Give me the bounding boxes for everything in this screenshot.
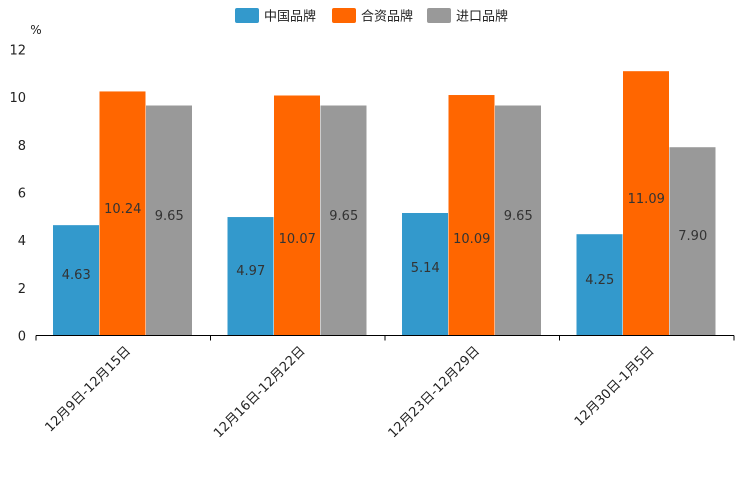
data-label-4-2: 11.09 (628, 192, 665, 207)
x-tick-label: 12月23日-12月29日 (386, 344, 483, 441)
legend-swatch-3 (427, 8, 451, 23)
data-labels: 4.63 10.24 9.65 4.97 10.07 9.65 5.14 10.09 9.65 4… (62, 192, 707, 288)
x-axis: 12月9日-12月15日 12月16日-12月22日 12月23日-12月29日 12… (35, 335, 735, 441)
y-axis-unit-label: % (30, 23, 41, 37)
bar-3-3 (495, 105, 541, 336)
y-tick-label: 8 (18, 139, 26, 154)
bar-3-2 (448, 95, 495, 336)
data-label-2-1: 4.97 (236, 264, 265, 279)
data-label-2-2: 10.07 (279, 232, 316, 247)
bars (53, 71, 716, 336)
bar-1-2 (99, 91, 146, 336)
y-tick-label: 12 (9, 44, 26, 59)
x-tick-label: 12月16日-12月22日 (211, 344, 308, 441)
x-tick-label: 12月30日-1月5日 (572, 344, 658, 430)
legend-label-3: 进口品牌 (456, 9, 508, 25)
y-tick-label: 4 (18, 234, 26, 249)
data-label-1-1: 4.63 (62, 268, 91, 283)
y-tick-label: 10 (9, 91, 26, 106)
bar-2-2 (274, 95, 320, 336)
y-axis: 0 2 4 6 8 10 12 (9, 44, 26, 345)
legend-label-1: 中国品牌 (264, 9, 316, 25)
data-label-4-1: 4.25 (585, 273, 614, 288)
bar-4-3 (669, 147, 716, 336)
bar-4-1 (576, 234, 623, 336)
data-label-3-3: 9.65 (504, 209, 533, 224)
legend: 中国品牌 合资品牌 进口品牌 (235, 8, 508, 25)
bar-1-3 (146, 105, 192, 336)
x-tick-label: 12月9日-12月15日 (42, 344, 134, 436)
data-label-3-2: 10.09 (453, 232, 490, 247)
bar-2-1 (227, 217, 274, 336)
bar-2-3 (320, 105, 367, 336)
bar-3-1 (402, 212, 448, 336)
bar-4-2 (623, 71, 669, 336)
data-label-1-2: 10.24 (104, 202, 141, 217)
bar-1-1 (53, 225, 99, 336)
y-tick-label: 0 (18, 330, 26, 345)
legend-swatch-1 (235, 8, 259, 23)
y-tick-label: 2 (18, 282, 26, 297)
legend-label-2: 合资品牌 (361, 9, 413, 25)
y-tick-label: 6 (18, 187, 26, 202)
legend-swatch-2 (332, 8, 356, 23)
data-label-3-1: 5.14 (411, 261, 440, 276)
data-label-1-3: 9.65 (155, 209, 184, 224)
data-label-4-3: 7.90 (678, 229, 707, 244)
data-label-2-3: 9.65 (329, 209, 358, 224)
